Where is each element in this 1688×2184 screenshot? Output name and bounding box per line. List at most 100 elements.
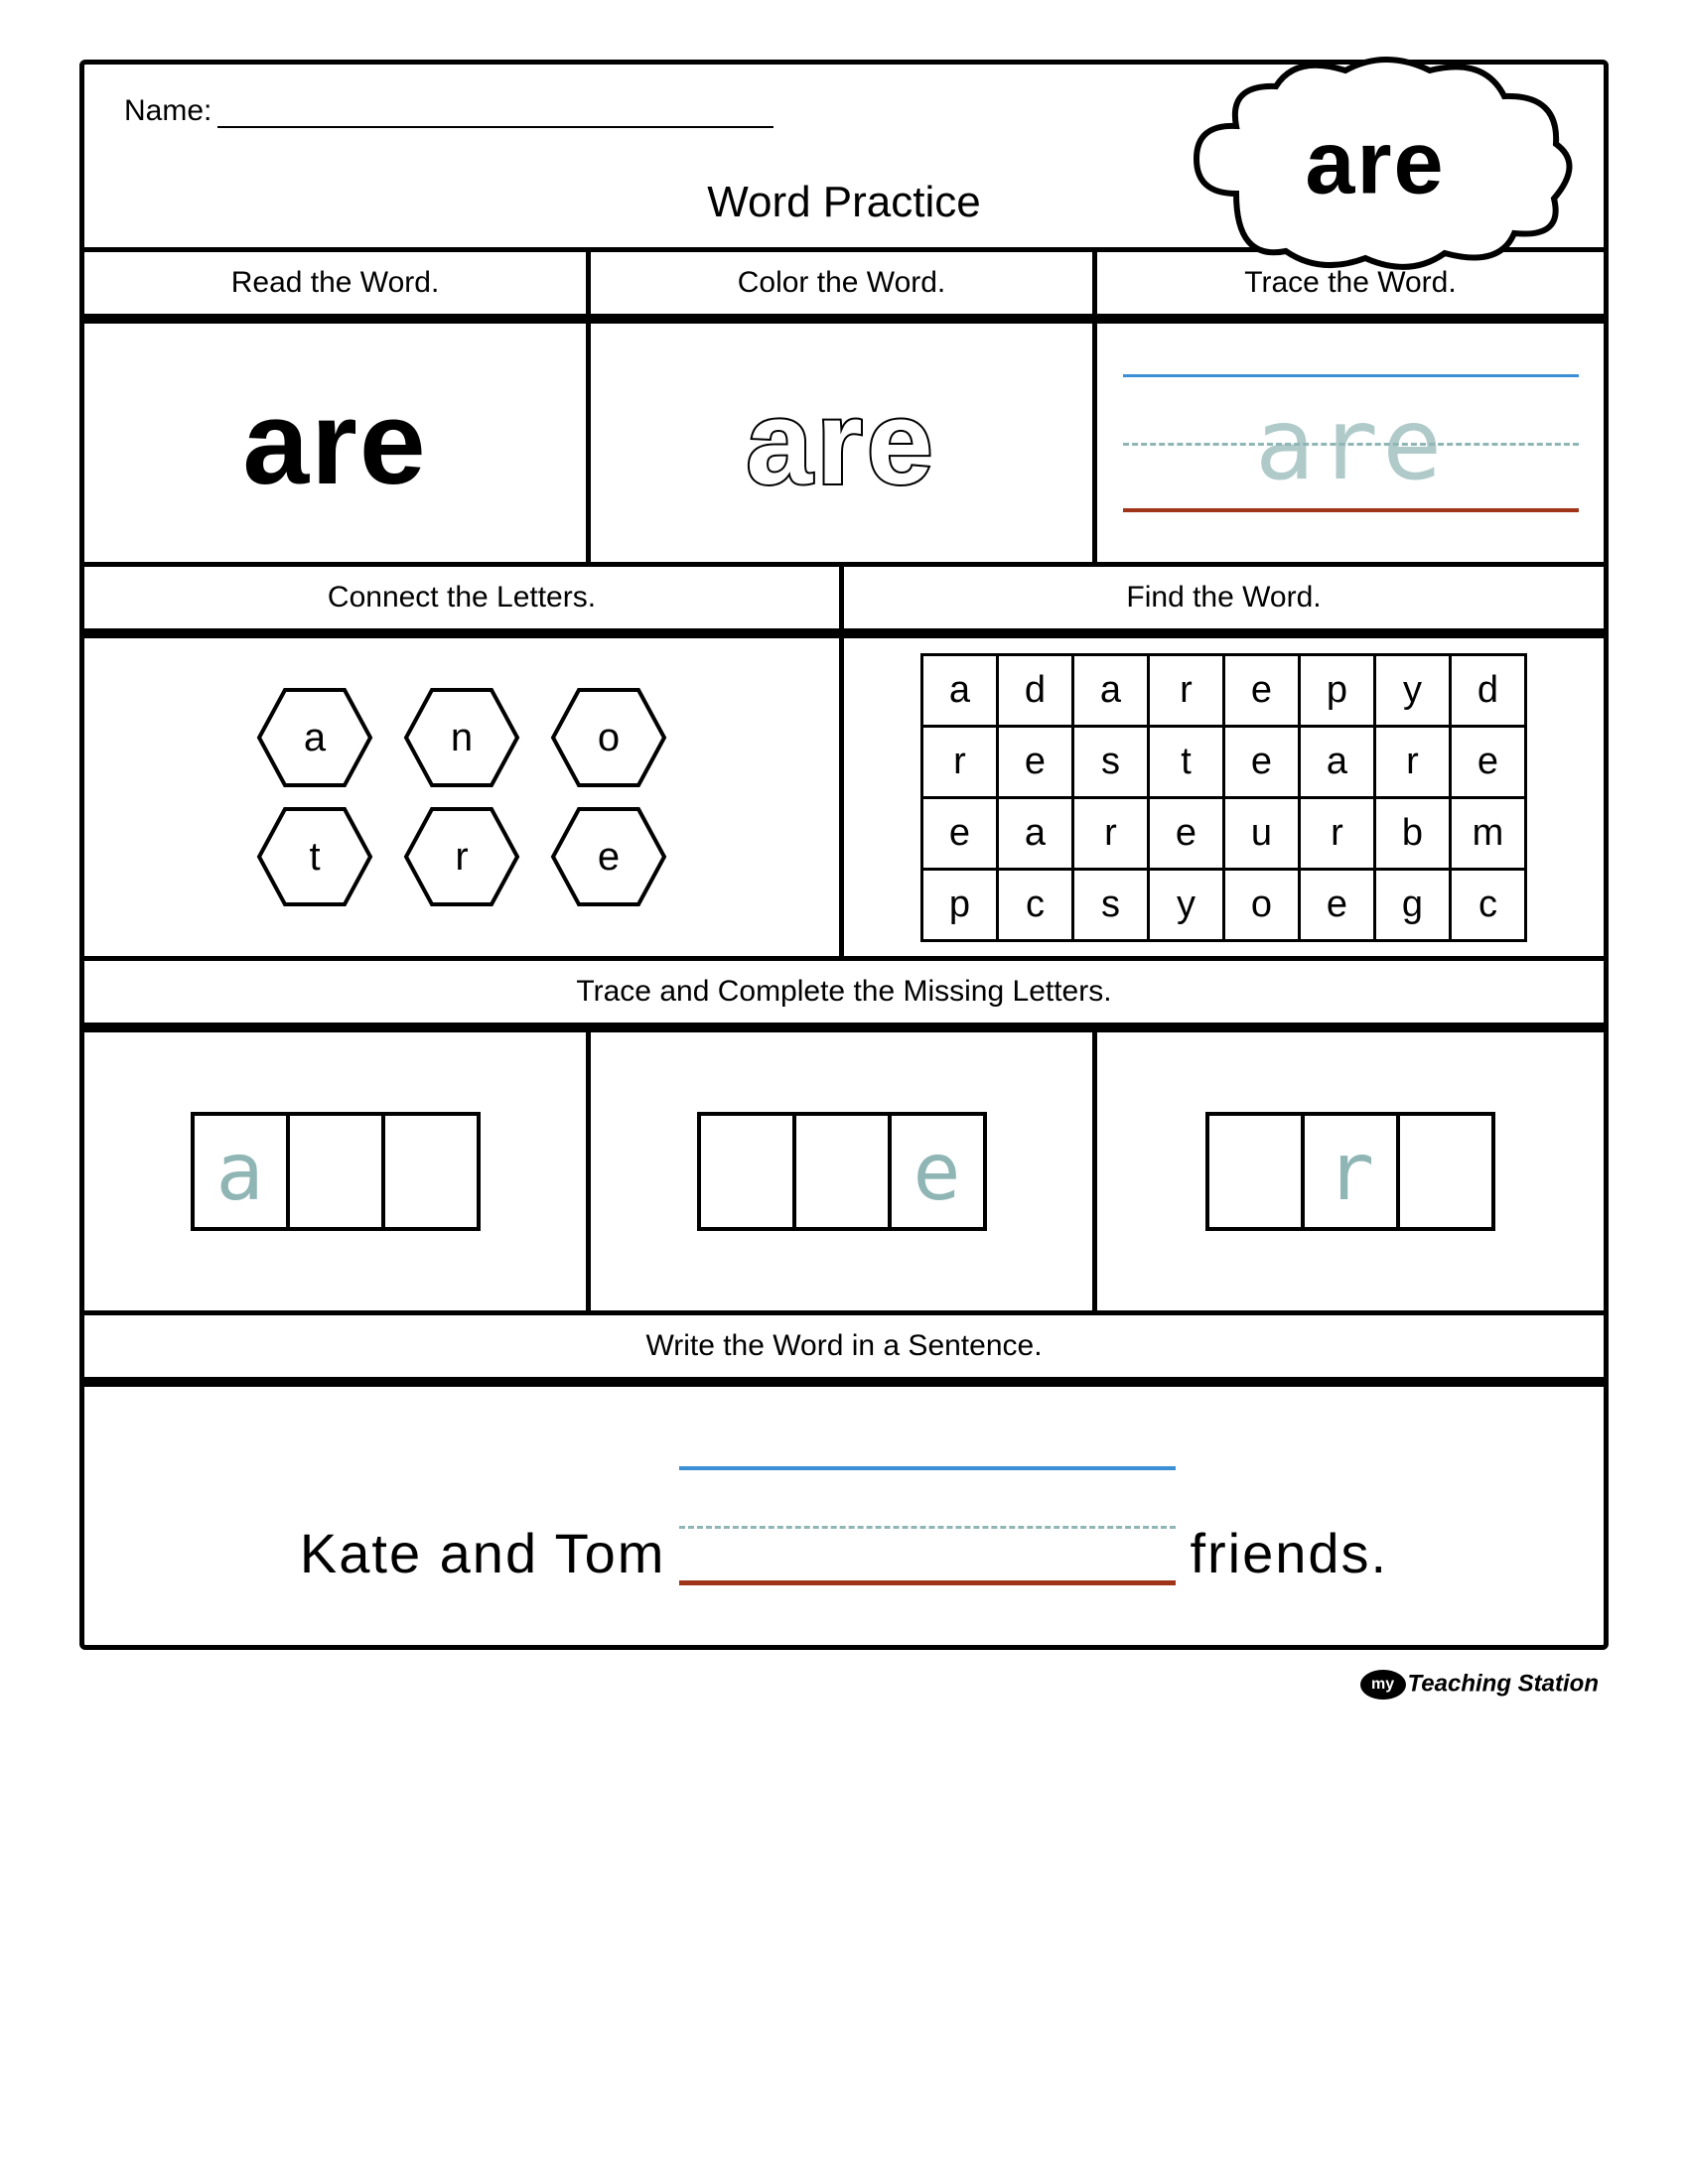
row4-header: Write the Word in a Sentence.: [84, 1315, 1604, 1387]
grid-cell[interactable]: s: [1073, 726, 1149, 797]
worksheet: Name: Word Practice are Read the Word. C…: [79, 60, 1609, 1650]
grid-cell[interactable]: e: [1149, 797, 1224, 869]
hexagon-letter[interactable]: a: [255, 686, 374, 789]
letter-box[interactable]: [1205, 1112, 1305, 1231]
trace-lines-box: are: [1123, 374, 1579, 512]
cloud-focus-word: are: [1305, 113, 1445, 215]
color-cell[interactable]: are: [591, 324, 1097, 562]
hex-letter-text: a: [304, 716, 326, 760]
row2-content: ano tre adarepydresteareeareurbmpcsyoegc: [84, 638, 1604, 961]
grid-cell[interactable]: c: [998, 869, 1073, 940]
connect-cell[interactable]: a n o t r e: [84, 638, 844, 956]
grid-cell[interactable]: d: [998, 654, 1073, 726]
grid-cell[interactable]: r: [1073, 797, 1149, 869]
hex-letter-text: t: [309, 835, 320, 880]
grid-cell[interactable]: o: [1224, 869, 1300, 940]
sentence-cell[interactable]: Kate and Tom friends.: [84, 1387, 1604, 1645]
trace-word-dashed: are: [1123, 383, 1579, 502]
grid-cell[interactable]: a: [1073, 654, 1149, 726]
sentence-before: Kate and Tom: [300, 1521, 666, 1585]
hex-row-2: tre: [255, 805, 668, 908]
letter-box[interactable]: [1396, 1112, 1495, 1231]
grid-cell[interactable]: r: [1149, 654, 1224, 726]
color-word-outline: are: [746, 374, 936, 511]
name-input-line[interactable]: [217, 100, 774, 128]
grid-cell[interactable]: e: [998, 726, 1073, 797]
grid-cell[interactable]: e: [1224, 726, 1300, 797]
grid-cell[interactable]: p: [922, 869, 998, 940]
grid-cell[interactable]: e: [1300, 869, 1375, 940]
color-header: Color the Word.: [591, 252, 1097, 319]
grid-cell[interactable]: t: [1149, 726, 1224, 797]
sentence-after: friends.: [1190, 1521, 1388, 1585]
header-section: Name: Word Practice are: [84, 65, 1604, 252]
word-search-grid: adarepydresteareeareurbmpcsyoegc: [920, 653, 1527, 942]
grid-cell[interactable]: a: [922, 654, 998, 726]
row3-header: Trace and Complete the Missing Letters.: [84, 961, 1604, 1032]
row2-headers: Connect the Letters. Find the Word.: [84, 567, 1604, 638]
grid-cell[interactable]: s: [1073, 869, 1149, 940]
grid-cell[interactable]: p: [1300, 654, 1375, 726]
grid-cell[interactable]: g: [1375, 869, 1451, 940]
trace-writing-area: are: [1123, 383, 1579, 502]
grid-cell[interactable]: a: [1300, 726, 1375, 797]
hexagon-letter[interactable]: t: [255, 805, 374, 908]
find-header: Find the Word.: [844, 567, 1604, 633]
missing-cell[interactable]: a: [84, 1032, 591, 1310]
grid-cell[interactable]: b: [1375, 797, 1451, 869]
hex-letter-text: r: [455, 835, 468, 880]
letter-box[interactable]: [697, 1112, 796, 1231]
connect-header: Connect the Letters.: [84, 567, 844, 633]
grid-cell[interactable]: u: [1224, 797, 1300, 869]
grid-cell[interactable]: d: [1451, 654, 1526, 726]
letter-box[interactable]: [792, 1112, 892, 1231]
grid-cell[interactable]: y: [1149, 869, 1224, 940]
hexagon-letter[interactable]: n: [402, 686, 521, 789]
letter-box[interactable]: a: [191, 1112, 290, 1231]
grid-cell[interactable]: e: [1451, 726, 1526, 797]
read-cell: are: [84, 324, 591, 562]
missing-header: Trace and Complete the Missing Letters.: [84, 961, 1604, 1027]
letter-box[interactable]: e: [888, 1112, 987, 1231]
letter-box[interactable]: r: [1301, 1112, 1400, 1231]
cloud-word-bubble: are: [1167, 55, 1584, 273]
grid-cell[interactable]: e: [922, 797, 998, 869]
row1-content: are are are: [84, 324, 1604, 567]
find-cell[interactable]: adarepydresteareeareurbmpcsyoegc: [844, 638, 1604, 956]
name-label: Name:: [124, 94, 211, 128]
read-word: are: [242, 374, 427, 511]
sentence-top-line: [679, 1466, 1176, 1470]
sentence-header: Write the Word in a Sentence.: [84, 1315, 1604, 1382]
grid-cell[interactable]: a: [998, 797, 1073, 869]
letter-box[interactable]: [381, 1112, 481, 1231]
hexagon-letter[interactable]: r: [402, 805, 521, 908]
missing-cell[interactable]: r: [1097, 1032, 1604, 1310]
hex-row-1: ano: [255, 686, 668, 789]
letter-box[interactable]: [286, 1112, 385, 1231]
hexagon-letter[interactable]: o: [549, 686, 668, 789]
grid-cell[interactable]: r: [1375, 726, 1451, 797]
hex-letter-text: n: [451, 716, 473, 760]
missing-letters-row: aer: [84, 1032, 1604, 1315]
sentence-mid-line: [679, 1526, 1176, 1529]
worksheet-title: Word Practice: [707, 178, 981, 227]
grid-cell[interactable]: y: [1375, 654, 1451, 726]
grid-cell[interactable]: r: [1300, 797, 1375, 869]
grid-cell[interactable]: r: [922, 726, 998, 797]
read-header: Read the Word.: [84, 252, 591, 319]
hex-letter-text: e: [598, 835, 620, 880]
hex-letter-text: o: [598, 716, 620, 760]
sentence-blank-lines[interactable]: [679, 1466, 1176, 1585]
grid-cell[interactable]: m: [1451, 797, 1526, 869]
footer-badge: my: [1360, 1670, 1406, 1700]
trace-bottom-line: [1123, 508, 1579, 512]
footer-text: Teaching Station: [1408, 1670, 1599, 1697]
missing-cell[interactable]: e: [591, 1032, 1097, 1310]
footer-credit: myTeaching Station: [79, 1650, 1609, 1700]
hexagon-letter[interactable]: e: [549, 805, 668, 908]
grid-cell[interactable]: c: [1451, 869, 1526, 940]
trace-top-line: [1123, 374, 1579, 377]
trace-cell[interactable]: are: [1097, 324, 1604, 562]
sentence-bottom-line: [679, 1580, 1176, 1585]
grid-cell[interactable]: e: [1224, 654, 1300, 726]
